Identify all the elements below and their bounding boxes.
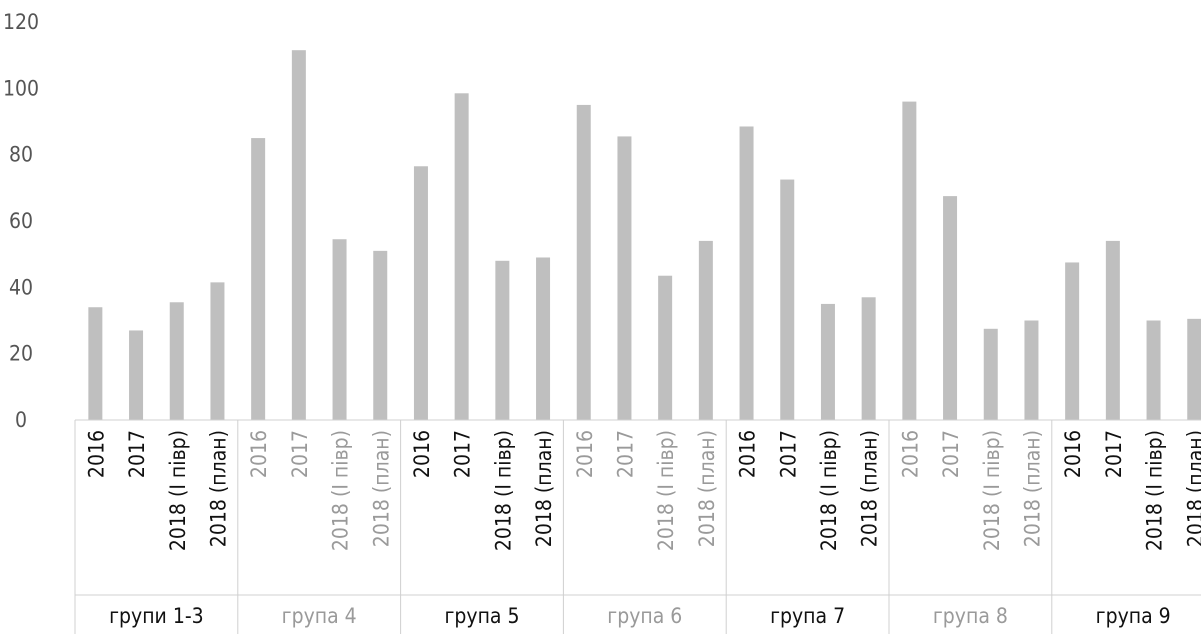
bar — [983, 328, 998, 420]
category-tick-label: 2016 — [736, 430, 760, 478]
category-tick-label: 2018 (план) — [695, 430, 719, 547]
bars — [88, 50, 1201, 421]
category-tick-label: 2018 (I півр) — [1143, 430, 1167, 551]
category-tick-label: 2016 — [410, 430, 434, 478]
category-tick-label: 2018 (I півр) — [817, 430, 841, 551]
group-label: група 4 — [282, 604, 357, 628]
category-tick-label: 2016 — [898, 430, 922, 478]
bar — [943, 196, 958, 420]
category-tick-label: 2018 (I півр) — [980, 430, 1004, 551]
category-tick-label: 2016 — [247, 430, 271, 478]
category-tick-label: 2017 — [125, 430, 149, 478]
category-tick-label: 2018 (I півр) — [166, 430, 190, 551]
group-label: група 6 — [607, 604, 682, 628]
group-label: група 7 — [770, 604, 845, 628]
y-tick-label: 60 — [9, 209, 33, 233]
bar — [576, 104, 591, 421]
category-tick-label: 2017 — [1102, 430, 1126, 478]
category-tick-label: 2018 (I півр) — [654, 430, 678, 551]
bar — [129, 330, 144, 420]
category-tick-label: 2017 — [451, 430, 475, 478]
bar — [332, 239, 347, 420]
y-tick-label: 0 — [15, 408, 27, 432]
category-tick-label: 2016 — [573, 430, 597, 478]
y-axis: 0 20 40 60 80 100 120 — [3, 10, 39, 432]
bar — [454, 93, 469, 420]
y-tick-label: 20 — [9, 342, 33, 366]
y-tick-label: 120 — [3, 10, 39, 34]
bar — [1187, 318, 1201, 420]
bar — [861, 297, 876, 420]
group-label: група 8 — [933, 604, 1008, 628]
category-tick-label: 2017 — [613, 430, 637, 478]
bar — [902, 101, 917, 420]
category-tick-label: 2018 (план) — [1020, 430, 1044, 547]
bar — [1024, 320, 1039, 420]
bar — [373, 250, 388, 420]
group-label: група 9 — [1096, 604, 1171, 628]
y-tick-label: 100 — [3, 76, 39, 100]
bar — [291, 50, 306, 421]
category-tick-label: 2017 — [776, 430, 800, 478]
bar — [210, 282, 225, 420]
bar — [698, 240, 713, 420]
bar — [495, 260, 510, 420]
bar — [739, 126, 754, 420]
bar — [413, 166, 428, 420]
category-tick-label: 2017 — [939, 430, 963, 478]
category-tick-label: 2018 (план) — [206, 430, 230, 547]
bar — [1105, 240, 1120, 420]
bar — [169, 302, 184, 420]
group-label: групи 1-3 — [109, 604, 204, 628]
category-tick-label: 2018 (план) — [1183, 430, 1201, 547]
bar — [658, 275, 673, 420]
y-tick-label: 80 — [9, 143, 33, 167]
category-tick-label: 2018 (I півр) — [491, 430, 515, 551]
bar — [1146, 320, 1161, 420]
bar — [1065, 262, 1080, 420]
category-tick-label: 2016 — [1061, 430, 1085, 478]
group-label: група 5 — [444, 604, 519, 628]
bar — [617, 136, 632, 421]
bar — [536, 257, 551, 420]
bar — [820, 303, 835, 420]
y-tick-label: 40 — [9, 275, 33, 299]
category-tick-label: 2016 — [84, 430, 108, 478]
bar — [88, 307, 103, 420]
x-axis: 2016 2017 2018 (I півр) 2018 (план) групи 1-… — [74, 419, 1201, 634]
category-tick-label: 2018 (план) — [858, 430, 882, 547]
category-tick-label: 2018 (план) — [532, 430, 556, 547]
bar — [780, 179, 795, 420]
category-tick-label: 2018 (план) — [369, 430, 393, 547]
bar — [251, 138, 266, 421]
category-tick-label: 2017 — [288, 430, 312, 478]
category-tick-label: 2018 (I півр) — [329, 430, 353, 551]
